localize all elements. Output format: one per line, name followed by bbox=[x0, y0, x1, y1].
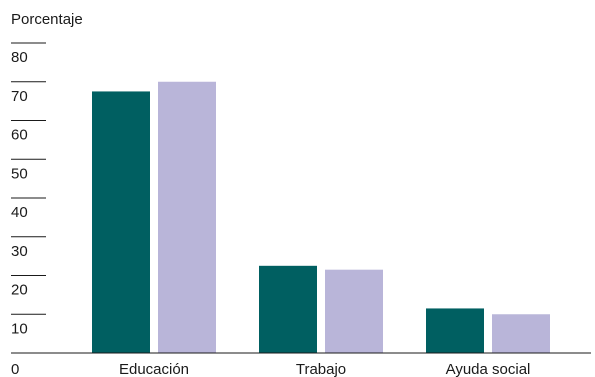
y-tick-label: 10 bbox=[11, 320, 28, 337]
bars bbox=[92, 81, 550, 353]
y-tick-label: 80 bbox=[11, 49, 28, 66]
bar-series-1-2 bbox=[426, 308, 484, 353]
x-category-label: Ayuda social bbox=[446, 361, 531, 377]
y-tick-label: 50 bbox=[11, 165, 28, 182]
y-tick-label: 40 bbox=[11, 204, 28, 221]
y-axis-label: Porcentaje bbox=[11, 11, 83, 28]
bar-series-2-0 bbox=[158, 81, 216, 353]
y-axis: 0 10 20 30 40 50 60 70 80 bbox=[11, 42, 46, 377]
bar-series-1-0 bbox=[92, 91, 150, 353]
x-axis: Educación Trabajo Ayuda social bbox=[11, 352, 591, 377]
y-tick-label: 30 bbox=[11, 243, 28, 260]
y-tick-label: 70 bbox=[11, 88, 28, 105]
bar-series-1-1 bbox=[259, 265, 317, 353]
x-category-label: Educación bbox=[119, 361, 189, 377]
y-tick-label: 0 bbox=[11, 361, 19, 377]
y-tick-label: 60 bbox=[11, 127, 28, 144]
bar-series-2-2 bbox=[492, 314, 550, 353]
bar-series-2-1 bbox=[325, 269, 383, 353]
x-category-label: Trabajo bbox=[296, 361, 346, 377]
y-tick-label: 20 bbox=[11, 282, 28, 299]
